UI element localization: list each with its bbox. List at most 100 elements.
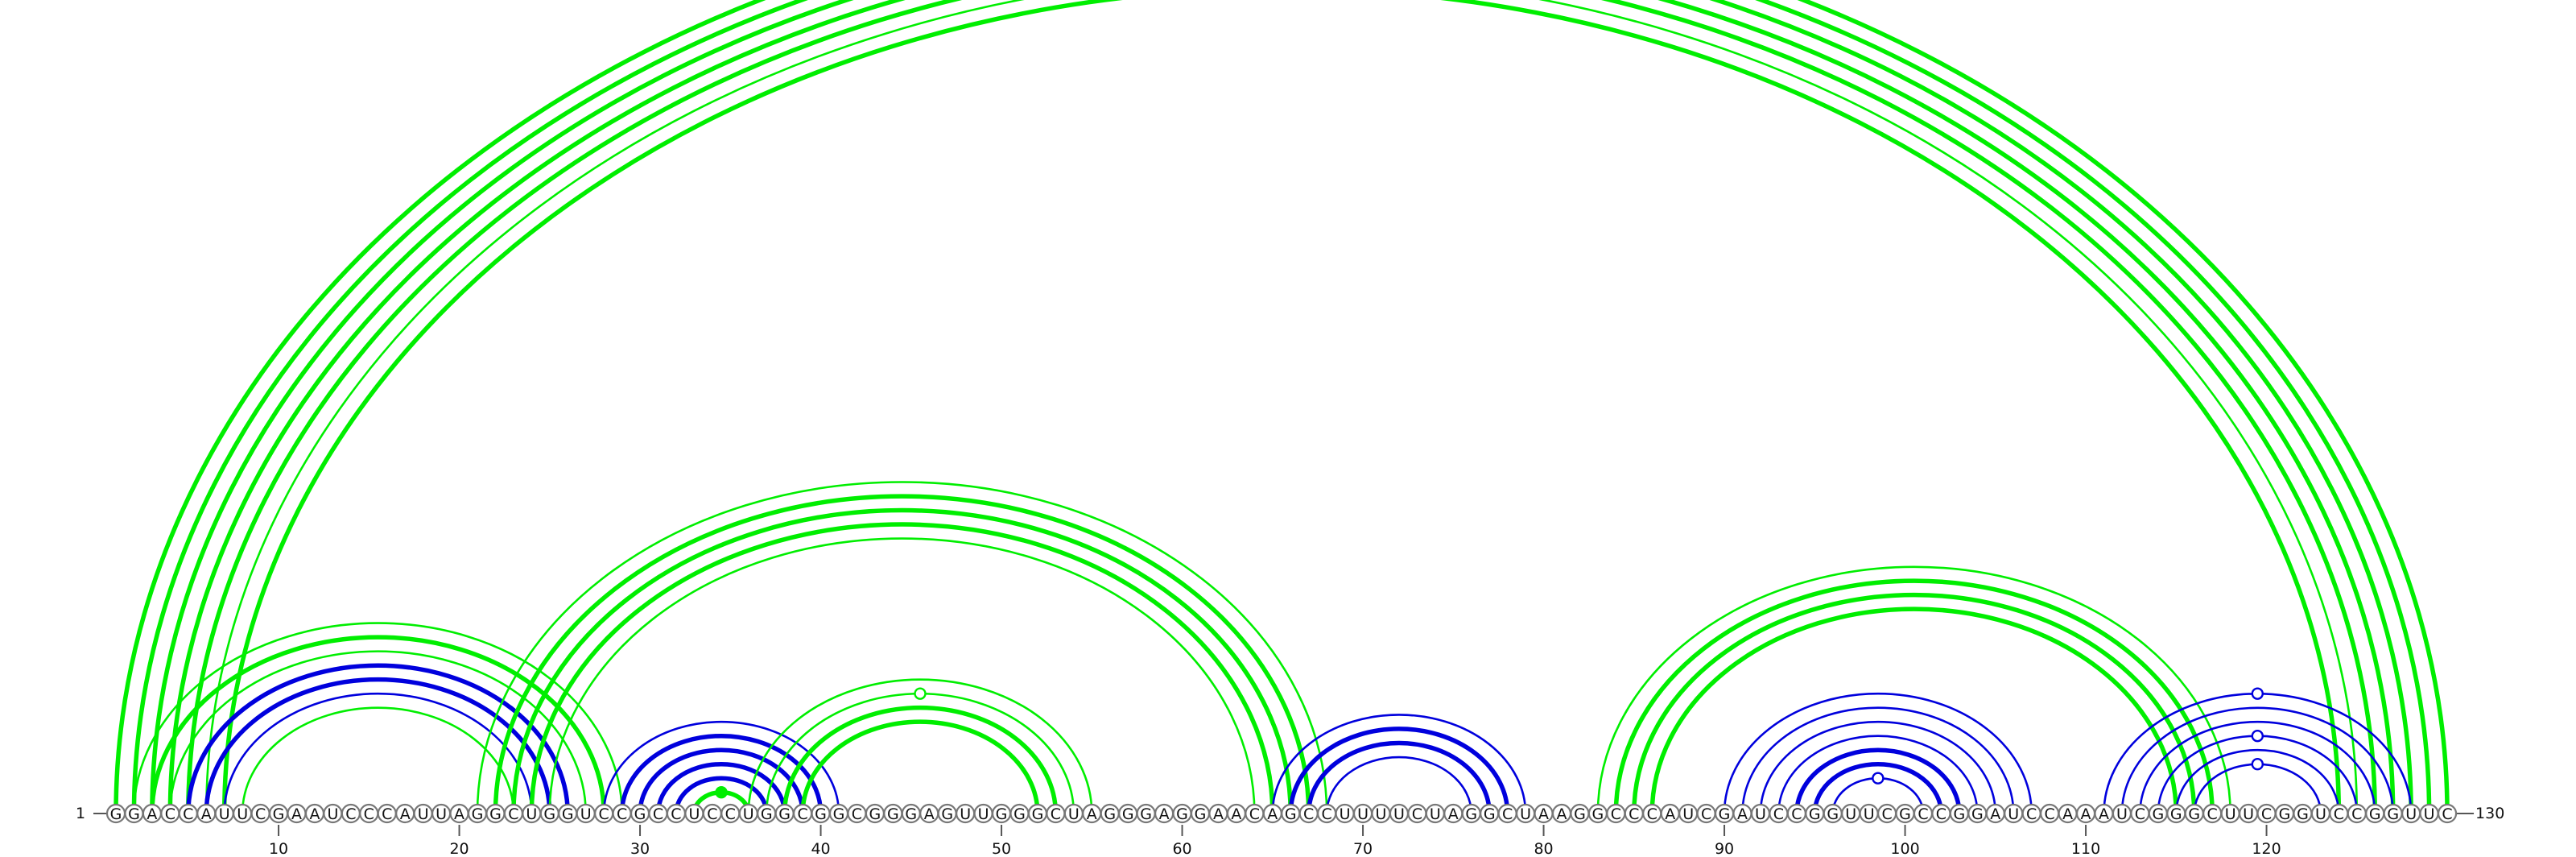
base-pair-arc — [765, 692, 1075, 814]
base-pair-arc — [1777, 735, 1979, 814]
base-pair-arc — [116, 0, 2447, 814]
base-pair-arc — [150, 635, 606, 814]
base-pair-arc — [747, 678, 1093, 814]
nucleotide-letter: G — [562, 805, 574, 823]
nucleotide-letter: C — [1791, 805, 1802, 823]
nucleotide-letter: A — [1737, 805, 1748, 823]
nucleotide-letter: C — [2351, 805, 2362, 823]
nucleotide-letter: C — [2045, 805, 2055, 823]
base-pair-arc — [223, 692, 533, 814]
nucleotide-letter: C — [653, 805, 663, 823]
nucleotide-letter: G — [110, 805, 122, 823]
nucleotide-letter: U — [2424, 805, 2435, 823]
base-pair-arc — [169, 650, 587, 814]
nucleotide-letter: C — [617, 805, 627, 823]
sequence-start-label: 1 — [76, 805, 85, 822]
nucleotide-letter: C — [1918, 805, 1928, 823]
nucleotide-letter: G — [1484, 805, 1496, 823]
base-pair-arc — [170, 0, 2392, 814]
arc-marker — [2251, 758, 2264, 771]
nucleotide-letter: G — [543, 805, 555, 823]
nucleotide-letter: G — [1176, 805, 1188, 823]
nucleotide-letter: G — [2188, 805, 2200, 823]
nucleotide-letter: A — [2062, 805, 2073, 823]
nucleotide-letter: G — [489, 805, 502, 823]
nucleotide-letter: C — [2442, 805, 2452, 823]
base-pair-arc — [204, 677, 552, 814]
nucleotide-letter: C — [165, 805, 175, 823]
base-pair-arc — [638, 747, 805, 814]
nucleotide-letter: A — [309, 805, 320, 823]
nucleotide-letter: G — [2297, 805, 2309, 823]
nucleotide-letter: G — [887, 805, 899, 823]
axis-tick-label: 30 — [630, 840, 650, 857]
nucleotide-letter: U — [580, 805, 592, 823]
base-pair-arc — [1649, 607, 2179, 814]
nucleotide-letter: G — [1592, 805, 1604, 823]
nucleotide-letter: G — [2387, 805, 2399, 823]
nucleotide-letter: G — [634, 805, 646, 823]
nucleotide-letter: U — [1340, 805, 1351, 823]
base-pair-arc — [221, 0, 2342, 814]
nucleotide-letter: C — [364, 805, 374, 823]
nucleotide-letter: U — [219, 805, 230, 823]
nucleotide-letter: G — [761, 805, 773, 823]
base-pair-arc — [1271, 714, 1527, 814]
axis-tick-label: 40 — [811, 840, 830, 857]
nucleotide-letter: C — [852, 805, 862, 823]
base-pair-arc — [1613, 578, 2215, 814]
base-pair-arc — [511, 507, 1293, 814]
nucleotide-letter: G — [2369, 805, 2381, 823]
axis-tick-label: 90 — [1715, 840, 1734, 857]
nucleotide-circle — [2437, 803, 2458, 824]
nucleotide-letter: U — [2116, 805, 2128, 823]
nucleotide-letter: U — [1520, 805, 1531, 823]
base-pair-arc — [1288, 727, 1510, 814]
base-pair-arc — [674, 776, 769, 814]
base-pair-arc — [1741, 706, 2015, 814]
nucleotide-letter: A — [2081, 805, 2091, 823]
nucleotide-letter: G — [996, 805, 1008, 823]
nucleotide-letter: A — [1087, 805, 1097, 823]
nucleotide-letter: A — [1538, 805, 1549, 823]
nucleotide-letter: U — [2405, 805, 2417, 823]
nucleotide-letter: G — [905, 805, 917, 823]
nucleotide-letter: C — [1303, 805, 1314, 823]
base-pair-arc — [1723, 692, 2033, 814]
base-pair-arc — [186, 663, 570, 814]
nucleotide-letter: G — [1899, 805, 1911, 823]
nucleotide-letter: G — [778, 805, 791, 823]
nucleotide-letter: U — [743, 805, 754, 823]
nucleotide-letter: U — [2243, 805, 2254, 823]
nucleotide-letter: G — [941, 805, 953, 823]
nucleotide-letter: U — [2315, 805, 2326, 823]
nucleotide-letter: G — [869, 805, 881, 823]
nucleotide-letter: U — [1682, 805, 1694, 823]
base-pair-arc — [241, 706, 515, 814]
nucleotide-letter: C — [1647, 805, 1657, 823]
nucleotide-letter: C — [345, 805, 356, 823]
nucleotide-letter: U — [418, 805, 429, 823]
base-pair-arc — [655, 761, 787, 814]
nucleotide-letter: U — [2008, 805, 2019, 823]
nucleotide-letter: G — [1104, 805, 1116, 823]
nucleotide-letter: G — [2170, 805, 2182, 823]
base-pair-arc — [1325, 756, 1473, 814]
nucleotide-letter: A — [454, 805, 464, 823]
nucleotide-letter: A — [1231, 805, 1241, 823]
base-pair-arc — [493, 494, 1311, 814]
axis-tick-label: 120 — [2252, 840, 2281, 857]
nucleotide-letter: C — [599, 805, 609, 823]
nucleotide-letter: C — [1611, 805, 1621, 823]
nucleotide-letter: G — [1719, 805, 1731, 823]
nucleotide-letter: U — [1430, 805, 1441, 823]
nucleotide-letter: C — [382, 805, 392, 823]
nucleotide-letter: G — [2279, 805, 2291, 823]
base-pair-arc — [2139, 720, 2376, 814]
base-pair-arc — [131, 0, 2432, 814]
arc-markers — [715, 687, 2264, 799]
axis-tick-label: 10 — [269, 840, 288, 857]
nucleotide-letter: C — [508, 805, 518, 823]
nucleotide-letter: C — [1701, 805, 1711, 823]
